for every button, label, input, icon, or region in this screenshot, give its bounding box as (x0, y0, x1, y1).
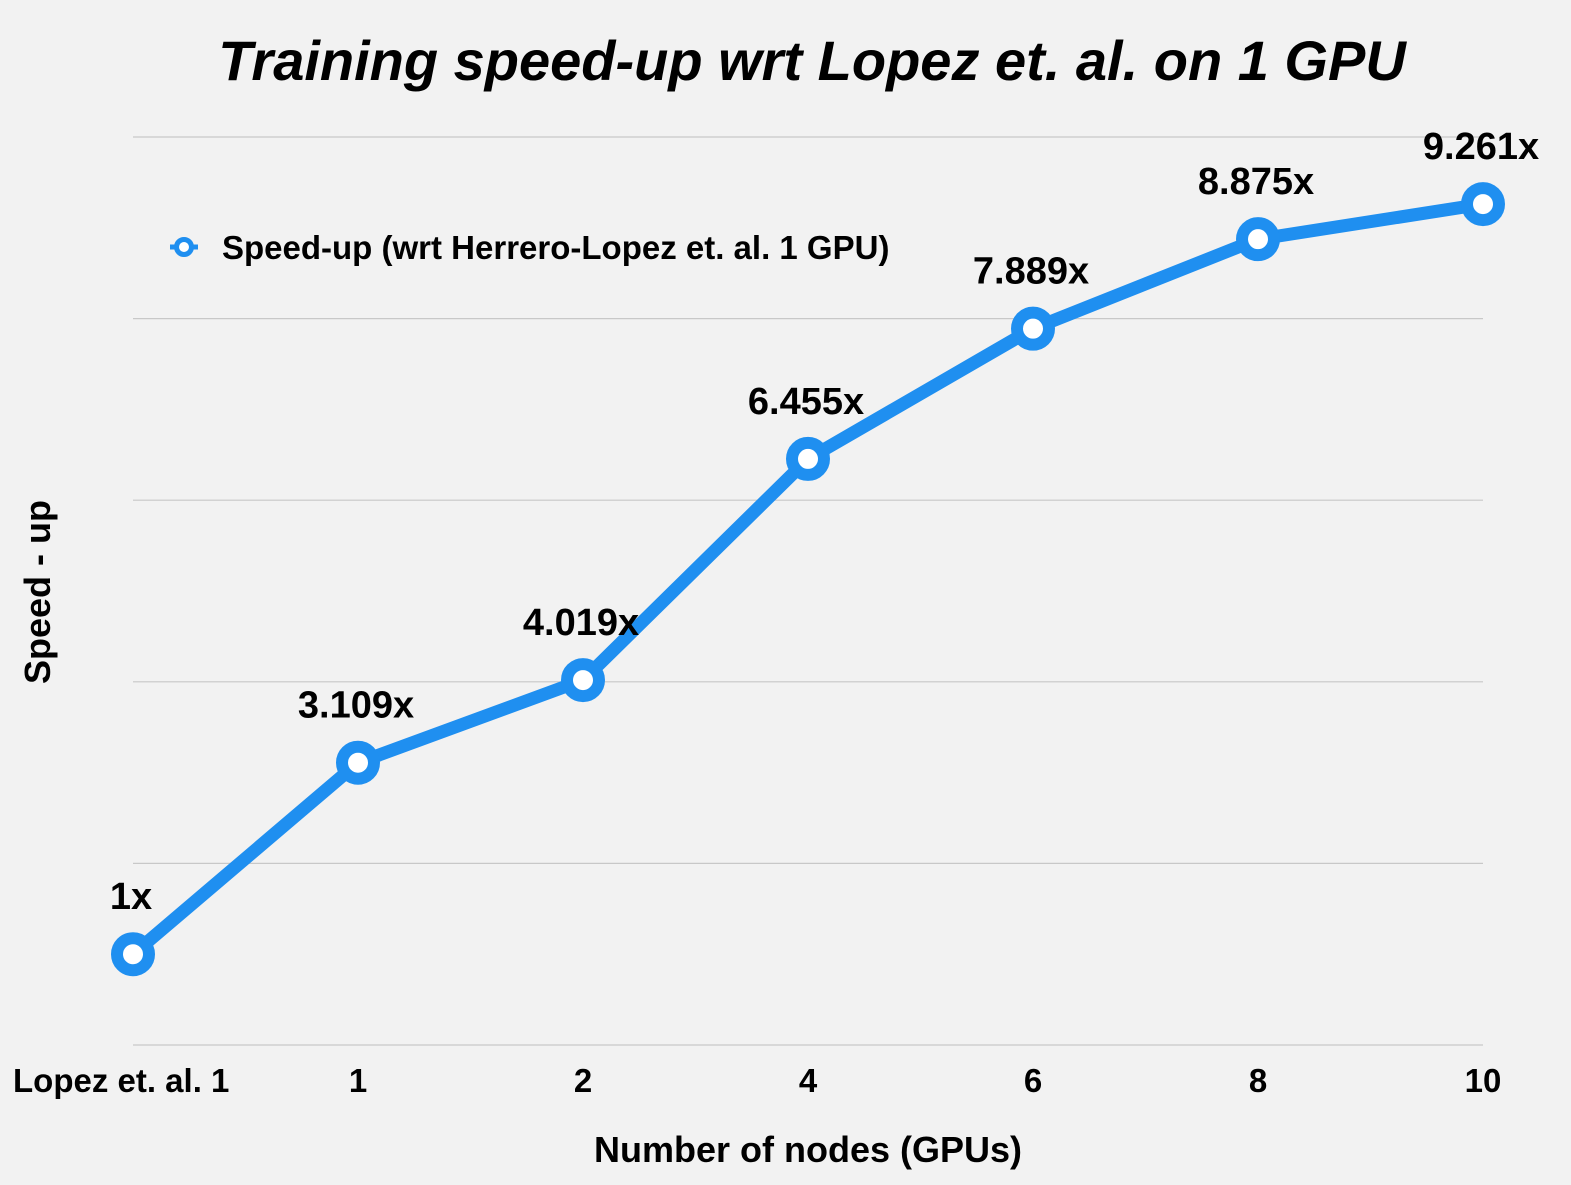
x-tick-label: 1 (349, 1062, 367, 1099)
data-label: 3.109x (298, 685, 414, 727)
data-label: 8.875x (1198, 161, 1314, 203)
x-tick-label: Lopez et. al. 1 (13, 1062, 229, 1099)
x-tick-labels: Lopez et. al. 1 1 2 4 6 8 10 (13, 1062, 1501, 1099)
data-point (1461, 182, 1505, 227)
gridlines (133, 136, 1483, 1046)
data-label: 4.019x (523, 602, 639, 644)
data-point (561, 658, 605, 703)
chart-title: Training speed-up wrt Lopez et. al. on 1… (218, 29, 1407, 92)
data-point (111, 932, 155, 977)
x-tick-label: 8 (1249, 1062, 1267, 1099)
x-axis-label: Number of nodes (GPUs) (594, 1129, 1022, 1170)
data-label: 6.455x (748, 381, 864, 423)
legend: Speed-up (wrt Herrero-Lopez et. al. 1 GP… (170, 229, 889, 266)
data-label: 1x (110, 876, 152, 918)
x-tick-label: 4 (799, 1062, 818, 1099)
data-label: 7.889x (973, 251, 1089, 293)
data-labels: 1x 3.109x 4.019x 6.455x 7.889x 8.875x 9.261x (110, 126, 1539, 918)
legend-marker-swatch (174, 237, 194, 257)
x-tick-label: 10 (1465, 1062, 1502, 1099)
series-line (126, 197, 1490, 961)
x-tick-label: 2 (574, 1062, 592, 1099)
legend-label: Speed-up (wrt Herrero-Lopez et. al. 1 GP… (222, 229, 889, 266)
x-tick-label: 6 (1024, 1062, 1042, 1099)
data-point (1011, 306, 1055, 351)
data-point (336, 740, 380, 785)
data-point (1236, 217, 1280, 262)
data-label: 9.261x (1423, 126, 1539, 168)
y-axis-label: Speed - up (17, 500, 58, 684)
series-speedup (111, 182, 1505, 977)
data-point (786, 436, 830, 481)
